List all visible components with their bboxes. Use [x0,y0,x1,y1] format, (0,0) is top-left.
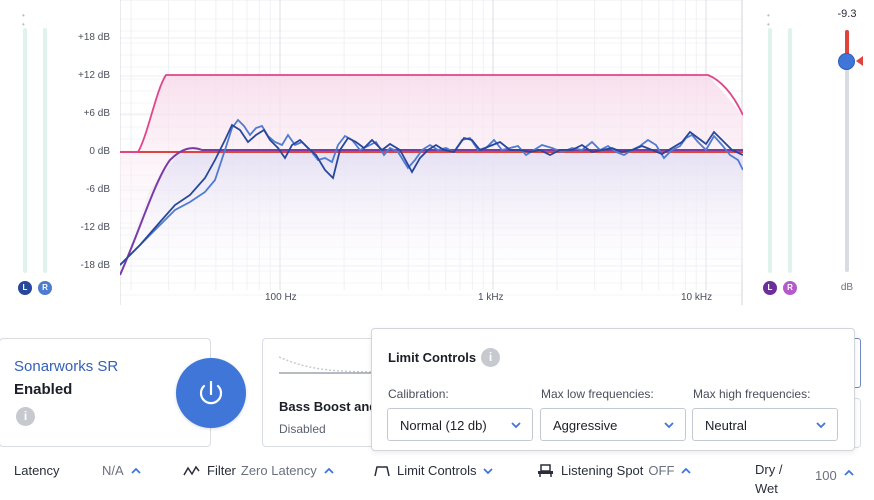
x-tick-label: 1 kHz [478,292,504,303]
low-frequencies-value: Aggressive [553,418,618,433]
gain-value: -9.3 [837,8,857,20]
meter-dots: • • [767,11,782,29]
listening-chair-icon [538,463,553,477]
chevron-up-icon [131,467,141,474]
info-icon[interactable]: i [481,348,500,367]
high-frequencies-select[interactable]: Neutral [692,408,838,441]
low-frequencies-select[interactable]: Aggressive [540,408,686,441]
high-frequencies-value: Neutral [705,418,747,433]
calibration-select[interactable]: Normal (12 db) [387,408,533,441]
dry-wet-label-line2: Wet [755,481,778,496]
popup-title: Limit Controls [388,350,477,365]
meter-badge-left: L [18,281,32,295]
eq-curve-svg [119,0,744,305]
meter-bar-right [43,28,47,273]
gain-knob[interactable] [838,53,855,70]
y-tick-label: 0 dB [89,146,110,157]
y-tick-label: +18 dB [78,32,110,43]
listening-spot-label: Listening Spot [561,463,644,478]
plugin-title: Sonarworks SR [14,358,119,375]
filter-value: Zero Latency [240,463,317,478]
meter-bar-right [788,28,792,273]
chevron-up-icon [681,467,692,474]
bass-boost-status: Disabled [279,422,326,436]
low-frequencies-label: Max low frequencies: [541,387,654,401]
bottom-toolbar: Latency N/A Filter Zero Latency Limit Co… [0,454,874,500]
limit-curve-icon [374,465,390,476]
input-level-meter: • • L R [18,0,58,300]
dry-wet-label-line1: Dry / [755,462,783,477]
correction-area-fill [120,152,743,290]
limit-controls-label: Limit Controls [397,463,477,478]
y-tick-label: -18 dB [80,260,110,271]
y-tick-label: -6 dB [86,184,110,195]
dry-wet-label: Dry / Wet [755,460,782,498]
eq-curve-plot[interactable] [119,0,744,305]
meter-bar-left [23,28,27,273]
correction-curve [119,147,743,276]
high-frequencies-label: Max high frequencies: [693,387,811,401]
calibration-label: Calibration: [388,387,449,401]
chevron-down-icon [816,422,826,429]
chevron-down-icon [483,467,494,474]
bass-boost-card[interactable]: Bass Boost and Disabled [262,338,392,447]
listening-spot-value: OFF [648,463,675,478]
meter-dots: • • [22,11,37,29]
y-tick-label: +12 dB [78,70,110,81]
meter-badge-right: R [783,281,797,295]
frequency-graph-area: • • L R +18 dB +12 dB +6 dB 0 dB -6 dB -… [18,0,870,305]
listening-spot-toggle[interactable]: Listening Spot OFF [537,463,692,478]
limit-controls-toggle[interactable]: Limit Controls [374,463,494,478]
power-icon [199,380,223,405]
latency-toggle[interactable]: N/A [102,463,142,478]
latency-value: N/A [102,463,124,478]
info-icon[interactable]: i [16,407,35,426]
x-tick-label: 10 kHz [681,292,713,303]
gain-fill [845,30,849,60]
filter-toggle[interactable]: Filter Zero Latency [183,463,335,478]
chevron-up-icon [324,467,334,474]
dry-wet-value: 100 [815,468,837,483]
filter-wave-icon [183,465,200,475]
meter-badge-right: R [38,281,52,295]
output-gain-slider[interactable]: -9.3 dB [830,0,870,300]
dry-wet-control[interactable]: 100 [815,468,855,483]
y-tick-label: -12 dB [80,222,110,233]
bass-curve-icon [278,356,386,374]
calibration-value: Normal (12 db) [400,418,487,433]
plugin-status: Enabled [14,381,73,398]
power-button[interactable] [176,358,246,428]
bass-boost-title: Bass Boost and [279,399,378,414]
gain-unit: dB [840,282,854,293]
limit-controls-popup: Limit Controls i Calibration: Normal (12… [371,328,855,451]
gain-marker-icon [856,56,863,66]
filter-label: Filter [207,463,236,478]
chevron-up-icon [844,469,854,476]
target-curve [120,74,744,153]
plugin-status-card: Sonarworks SR Enabled i [0,338,211,447]
meter-bar-left [768,28,772,273]
latency-label: Latency [14,463,60,478]
x-tick-label: 100 Hz [265,292,297,303]
latency-control: Latency [14,463,60,478]
chevron-down-icon [511,422,521,429]
right-channel-response [119,123,744,266]
gain-track[interactable] [845,30,849,272]
y-tick-label: +6 dB [83,108,110,119]
chevron-down-icon [664,422,674,429]
meter-badge-left: L [763,281,777,295]
output-level-meter: • • L R [763,0,803,300]
